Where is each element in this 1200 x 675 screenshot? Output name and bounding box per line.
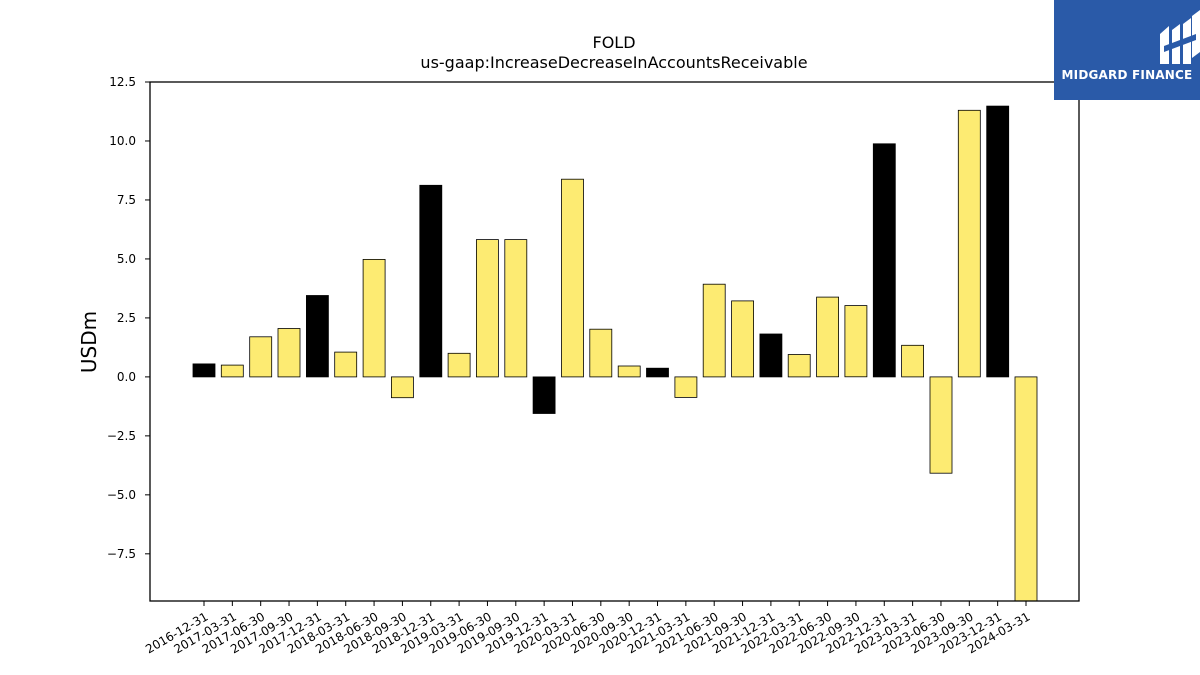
y-tick-label: 7.5 [117, 193, 136, 207]
bar [929, 376, 953, 474]
y-tick-label: −5.0 [107, 488, 136, 502]
y-axis-label: USDm [77, 311, 101, 373]
bar [390, 376, 414, 399]
bar [419, 184, 443, 378]
bar [192, 363, 216, 378]
y-tick-label: 10.0 [109, 134, 136, 148]
bar [277, 328, 301, 378]
bar [646, 367, 669, 378]
midgard-logo-icon [1160, 10, 1200, 64]
y-axis: 12.5 10.0 7.5 5.0 2.5 0.0 −2.5 −5.0 −7.5 [107, 75, 150, 561]
bar [731, 300, 754, 378]
bar [532, 376, 556, 414]
brand-name: MIDGARD FINANCE [1061, 68, 1193, 82]
y-tick-label: 0.0 [117, 370, 136, 384]
bar [504, 239, 528, 378]
bar [362, 258, 386, 378]
bar [957, 109, 981, 378]
bar [334, 351, 358, 378]
y-tick-label: 2.5 [117, 311, 136, 325]
y-tick-label: −2.5 [107, 429, 136, 443]
bar [759, 333, 783, 378]
bar [475, 239, 499, 378]
plot-frame [149, 81, 1080, 602]
bar [787, 354, 811, 378]
bar [674, 376, 698, 398]
chart-title: FOLD [592, 33, 635, 52]
bar [617, 365, 641, 378]
bar [702, 283, 726, 378]
bar [986, 105, 1010, 378]
bar [447, 352, 471, 378]
bar [816, 296, 839, 378]
bar [901, 344, 924, 378]
bar [844, 305, 868, 378]
x-axis: 2016-12-312017-03-312017-06-302017-09-30… [143, 601, 1033, 656]
brand-logo: MIDGARD FINANCE [1054, 0, 1200, 100]
chart-subtitle: us-gaap:IncreaseDecreaseInAccountsReceiv… [420, 53, 807, 72]
bar [589, 328, 613, 378]
y-tick-label: −7.5 [107, 547, 136, 561]
bar [220, 364, 244, 378]
bar [872, 143, 896, 378]
bar [1014, 376, 1038, 602]
bar [249, 336, 273, 378]
bar-series [192, 105, 1038, 602]
y-tick-label: 12.5 [109, 75, 136, 89]
y-tick-label: 5.0 [117, 252, 136, 266]
bar [305, 295, 329, 378]
bar [561, 178, 584, 378]
